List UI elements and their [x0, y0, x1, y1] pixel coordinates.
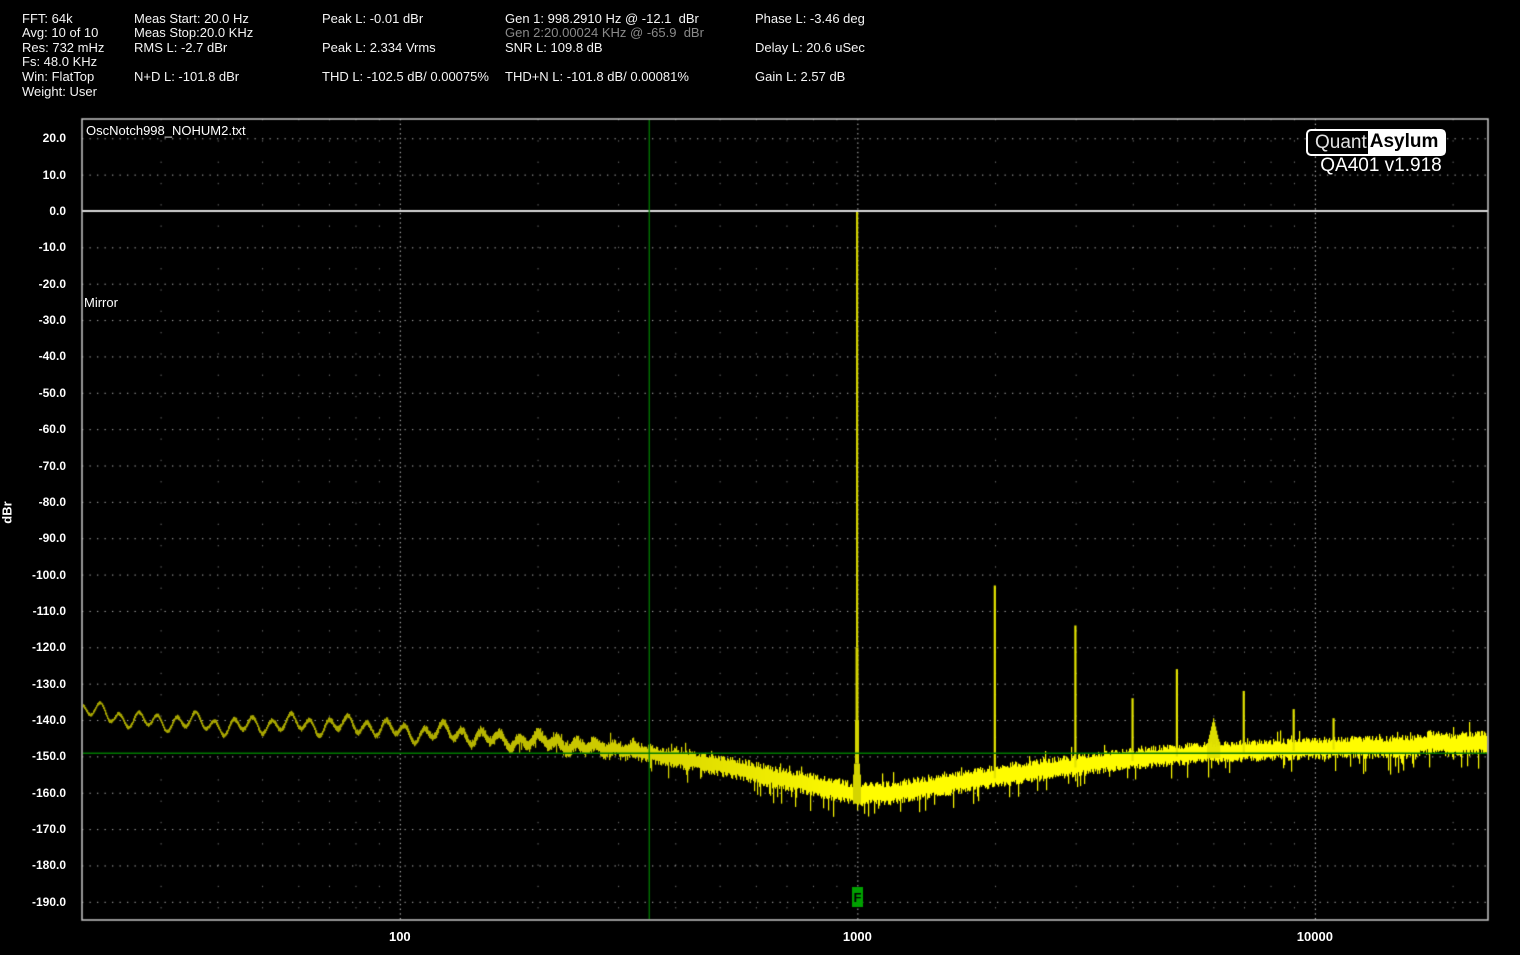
y-tick-label: -180.0 [31, 858, 66, 873]
y-tick-label: -60.0 [38, 422, 66, 437]
y-tick-label: -140.0 [31, 713, 66, 728]
y-tick-label: -30.0 [38, 313, 66, 328]
y-tick-label: -40.0 [38, 349, 66, 364]
y-tick-label: -160.0 [31, 785, 66, 800]
y-tick-label: -150.0 [31, 749, 66, 764]
y-tick-label: -90.0 [38, 531, 66, 546]
y-tick-label: -130.0 [31, 676, 66, 691]
y-tick-label: -120.0 [31, 640, 66, 655]
y-tick-label: -70.0 [38, 458, 66, 473]
version-label: QA401 v1.918 [1320, 155, 1442, 176]
y-tick-label: -10.0 [38, 240, 66, 255]
x-tick-label: 100 [388, 929, 411, 944]
y-tick-label: -50.0 [38, 385, 66, 400]
y-tick-label: 20.0 [42, 131, 66, 146]
x-tick-label: 1000 [842, 929, 872, 944]
logo-asylum: Asylum [1368, 130, 1446, 155]
mirror-label: Mirror [84, 295, 118, 310]
y-tick-label: 0.0 [49, 203, 66, 218]
y-tick-label: -190.0 [31, 894, 66, 909]
logo-quant: Quant [1307, 130, 1369, 155]
y-tick-label: -80.0 [38, 494, 66, 509]
y-tick-label: -170.0 [31, 822, 66, 837]
loaded-file-title: OscNotch998_NOHUM2.txt [86, 123, 246, 138]
quantasylum-logo: Quant Asylum [1306, 129, 1447, 156]
x-tick-label: 10000 [1296, 929, 1333, 944]
y-tick-label: -110.0 [32, 603, 66, 618]
y-tick-label: 10.0 [42, 167, 66, 182]
y-tick-label: -20.0 [38, 276, 66, 291]
y-tick-label: -100.0 [31, 567, 66, 582]
